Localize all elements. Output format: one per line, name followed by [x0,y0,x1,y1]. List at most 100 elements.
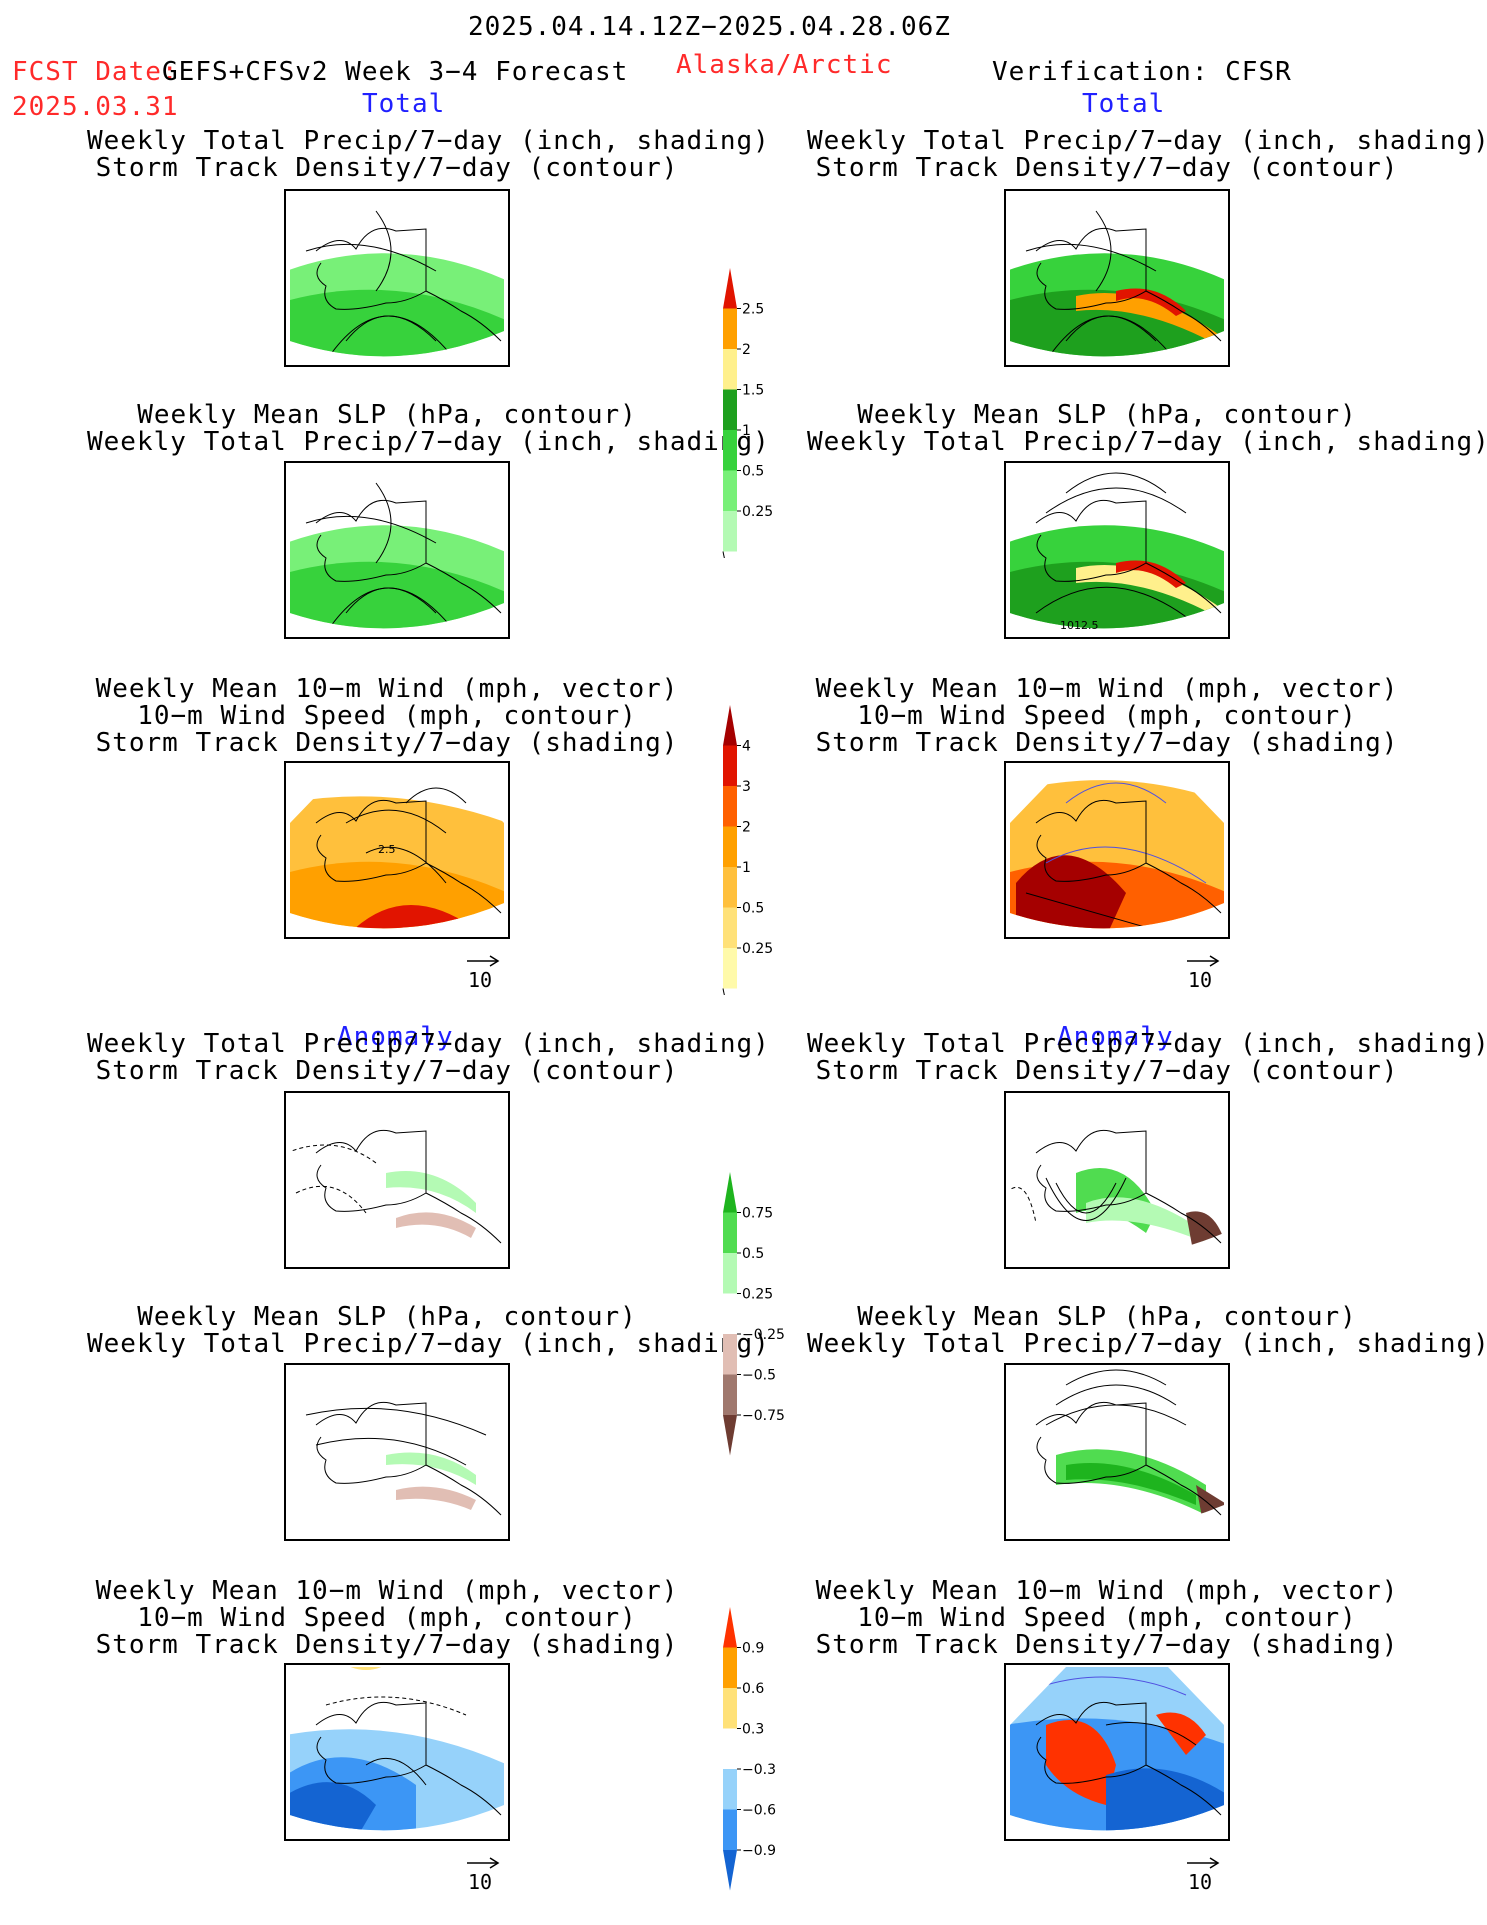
colorbar-tick-label: 0.5 [742,464,764,480]
coastline [1035,1701,1222,1816]
colorbar-bin [723,826,737,867]
contour-line [290,1144,377,1164]
shaded-region [1086,1197,1206,1243]
model-label: GEFS+CFSv2 Week 3−4 Forecast [162,57,629,87]
map-slp-precip-anom-cfsr [1004,1363,1230,1541]
colorbar-tick-label: 0.5 [742,901,764,917]
shaded-region [386,1452,476,1485]
map-svg [1010,780,1224,929]
contour-line [325,315,457,357]
coastline [315,1129,502,1244]
map-wind-anom-fcst [284,1663,510,1841]
colorbar-bin [723,1415,737,1456]
colorbar-bin [723,1728,737,1769]
contour-line [1105,1722,1197,1746]
contour-line [305,515,437,544]
ref-vector-label: 10 [468,1870,493,1894]
contour-line [1055,1384,1177,1406]
colorbar-precip-anom: −0.75 −0.5 −0.25 0.25 0.5 0.75 [723,1172,785,1456]
colorbar-bin [723,1809,737,1850]
colorbar-bin [723,1769,737,1810]
colorbar-bin [723,308,737,349]
contour-line [365,846,447,884]
contour-line [1045,1404,1187,1426]
fcst-date-label: FCST Date: [12,57,179,87]
shaded-region [1076,565,1224,623]
colorbar-tick-label: 1 [742,860,751,876]
coastline [315,1401,502,1516]
contour-line [325,1696,467,1716]
coastline [1035,799,1222,914]
contour-line [405,787,467,804]
map-svg [290,210,504,357]
contour-label-wind: 2.5 [378,843,396,856]
colorbar-bin [723,1607,737,1648]
colorbar-tick-label: 2 [742,342,751,358]
map-svg [1010,1129,1224,1259]
colorbar-bin [723,470,737,511]
colorbar-bin [723,1293,737,1334]
shaded-region [1156,1712,1206,1755]
date-range: 2025.04.14.12Z−2025.04.28.06Z [468,12,951,42]
map-svg [305,1401,502,1516]
shaded-region [290,561,504,629]
title-precip-storm-total-cfsr: Weekly Total Precip/7−day (inch, shading… [807,126,1487,183]
title-wind-anom-fcst: Weekly Mean 10−m Wind (mph, vector) 10−m … [95,1576,679,1660]
arrow-right-icon [467,955,500,967]
contour-line [1045,1177,1127,1221]
title-slp-precip-total-fcst: Weekly Mean SLP (hPa, contour) Weekly Tot… [87,400,770,457]
colorbar-bin [723,1253,737,1294]
colorbar-tick-label: −0.5 [742,1368,776,1384]
ref-vector-label: 10 [468,968,493,992]
colorbar-bin [723,907,737,948]
contour-line [365,1757,427,1786]
map-svg [290,1129,502,1244]
contour-line [345,809,447,834]
colorbar-wind-anom: −0.9 −0.6 −0.3 0.3 0.6 0.9 [723,1607,776,1891]
colorbar-bin [723,430,737,471]
ref-vector-total-cfsr: 10 [1186,948,1220,992]
colorbar-bin [723,745,737,786]
region-label: Alaska/Arctic [676,50,893,80]
shaded-region [1016,855,1126,929]
ref-vector-anom-fcst: 10 [466,1850,500,1894]
colorbar-tick-label: 0.25 [742,504,773,520]
map-slp-precip-anom-fcst [284,1363,510,1541]
colorbar-tick-label: 0.25 [742,1287,773,1303]
contour-label-slp: 1012.5 [1060,619,1099,632]
map-svg [1010,210,1224,357]
colorbar-tick-label: 2.5 [742,302,764,318]
map-wind-total-fcst: 2.5 [284,761,510,939]
title-slp-precip-total-cfsr: Weekly Mean SLP (hPa, contour) Weekly Tot… [807,400,1487,457]
section-anomaly-right: Anomaly [1057,1022,1174,1052]
contour-line [315,1437,467,1466]
section-total-left: Total [362,89,446,119]
coastline [315,799,502,914]
contour-line [1065,782,1167,804]
colorbar-bin [723,1374,737,1415]
colorbar-bin [723,1850,737,1891]
contour-line [295,1185,367,1214]
title-precip-storm-anom-cfsr: Weekly Total Precip/7−day (inch, shading… [807,1029,1487,1086]
colorbar-bin [723,786,737,827]
colorbar-tick-label: 2 [742,820,751,836]
colorbar-tick-label: 0.25 [742,941,773,957]
shaded-region [1066,1463,1196,1505]
contour-line [1035,586,1207,629]
colorbar-bin [723,867,737,908]
title-wind-anom-cfsr: Weekly Mean 10−m Wind (mph, vector) 10−m … [815,1576,1399,1660]
map-svg [290,482,504,629]
shaded-region [346,1667,386,1670]
colorbar-tail [722,988,725,995]
title-wind-total-fcst: Weekly Mean 10−m Wind (mph, vector) 10−m … [95,674,679,758]
section-anomaly-left: Anomaly [337,1022,454,1052]
colorbar-bin [723,511,737,552]
ref-vector-label: 10 [1188,968,1213,992]
shaded-region [346,905,486,929]
coastline [1035,227,1222,342]
colorbar-bin [723,1334,737,1375]
colorbar-tick-label: 0.6 [742,1681,764,1697]
colorbar-storm-total: 0.25 0.5 1 2 3 4 [722,705,773,995]
shaded-region [396,1212,476,1238]
